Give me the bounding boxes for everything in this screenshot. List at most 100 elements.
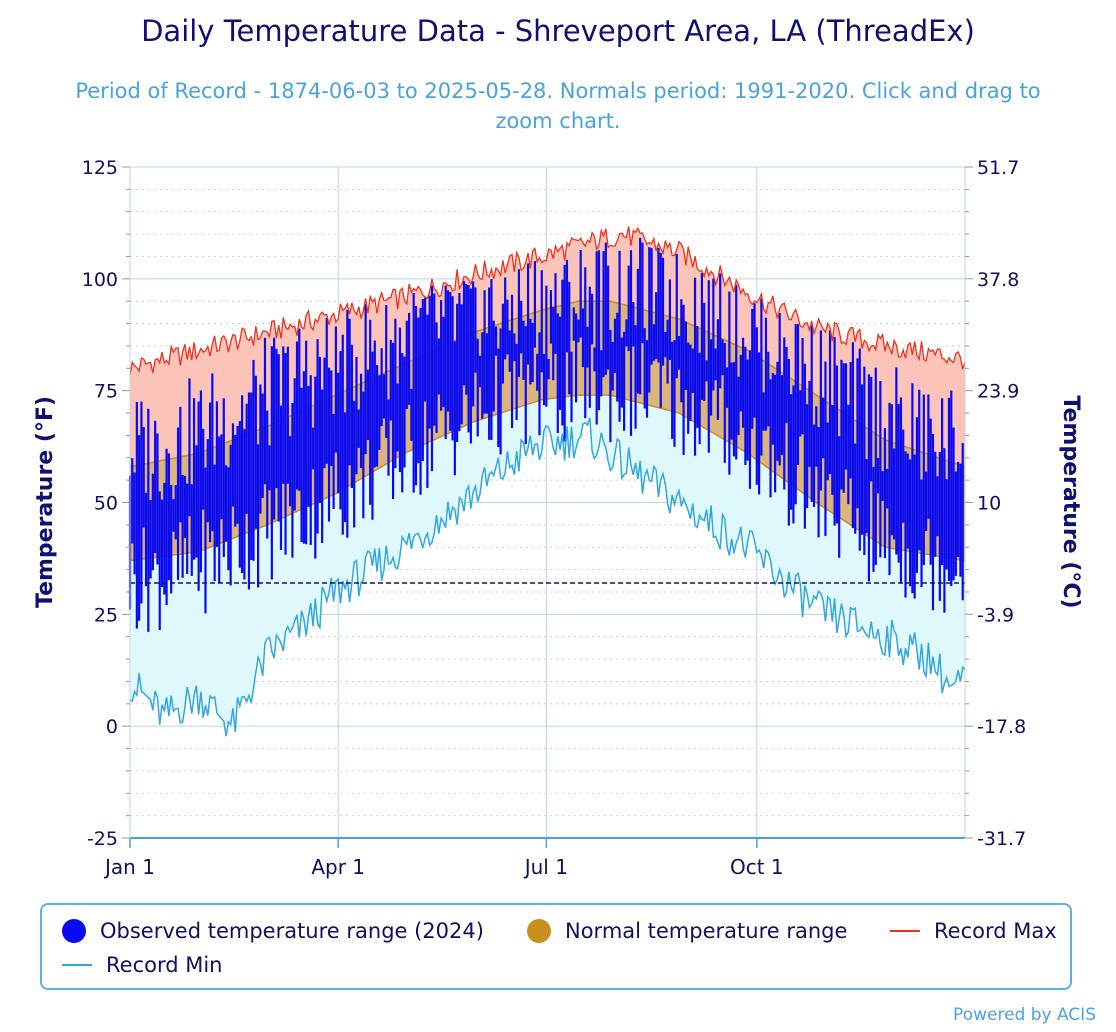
observed-bar: [277, 354, 280, 522]
observed-bar: [218, 436, 221, 584]
observed-bar: [803, 363, 806, 529]
observed-bar: [263, 337, 267, 485]
observed-bar: [751, 308, 754, 429]
observed-bar: [723, 343, 726, 463]
observed-bar: [478, 355, 482, 388]
observed-bar: [131, 458, 134, 544]
observed-bar: [865, 459, 868, 534]
observed-bar: [529, 318, 532, 385]
observed-bar: [892, 448, 896, 540]
observed-bar: [801, 337, 804, 435]
observed-bar: [931, 433, 935, 611]
observed-bar: [138, 435, 141, 621]
observed-bar: [501, 303, 504, 384]
legend-item-normal[interactable]: Normal temperature range: [527, 919, 847, 943]
y-tick-label-left: 0: [106, 716, 118, 738]
observed-bar: [307, 385, 310, 507]
observed-bar: [467, 284, 470, 433]
observed-bar: [758, 352, 761, 495]
credits-link[interactable]: Powered by ACIS: [953, 1005, 1096, 1025]
observed-bar: [876, 457, 880, 494]
observed-bar: [693, 277, 697, 456]
observed-bar: [645, 340, 649, 418]
observed-bar: [490, 279, 493, 440]
observed-bar: [211, 373, 214, 532]
observed-bar: [149, 500, 152, 579]
observed-bar: [440, 300, 443, 411]
observed-bar: [538, 332, 541, 436]
observed-bar: [851, 342, 855, 529]
observed-bar: [579, 249, 582, 338]
observed-bar: [414, 305, 418, 486]
observed-bar: [522, 320, 525, 380]
observed-bar: [462, 281, 466, 386]
observed-bar: [957, 461, 960, 557]
observed-bar: [396, 383, 399, 452]
observed-bar: [240, 395, 244, 573]
observed-bar: [716, 319, 720, 420]
observed-bar: [147, 408, 150, 632]
observed-bar: [568, 281, 571, 395]
observed-bar: [796, 323, 800, 465]
observed-bar: [634, 325, 637, 429]
observed-bar: [657, 247, 660, 363]
observed-bar: [831, 405, 834, 495]
observed-bar: [215, 401, 219, 547]
observed-bar: [366, 369, 370, 441]
observed-bar: [826, 422, 829, 481]
observed-bar: [405, 320, 408, 409]
observed-bar: [346, 309, 349, 538]
observed-bar: [860, 384, 864, 535]
observed-bar: [938, 451, 941, 601]
observed-bar: [359, 373, 363, 468]
observed-bar: [453, 341, 456, 476]
observed-bar: [135, 401, 138, 629]
chart-title: Daily Temperature Data - Shreveport Area…: [141, 14, 975, 48]
observed-bar: [176, 427, 180, 580]
observed-bar: [671, 341, 674, 439]
observed-bar: [941, 398, 944, 566]
observed-bar: [394, 318, 397, 469]
observed-bar: [888, 402, 891, 576]
observed-bar: [167, 453, 170, 581]
y-tick-label-right: -17.8: [977, 716, 1026, 738]
observed-bar: [945, 479, 948, 570]
observed-bar: [497, 348, 500, 448]
observed-bar: [348, 318, 351, 466]
observed-bar: [703, 302, 706, 401]
observed-bar: [838, 436, 841, 558]
legend-item-observed[interactable]: Observed temperature range (2024): [62, 919, 484, 943]
observed-bar: [208, 402, 212, 543]
observed-bar: [273, 337, 276, 520]
observed-bar: [639, 237, 642, 395]
observed-bar: [289, 436, 292, 507]
observed-bar: [618, 250, 621, 422]
observed-bar: [902, 429, 905, 523]
observed-bar: [572, 307, 575, 341]
chart-canvas[interactable]: 125 100 75 50 25 0 -25 51.7 37.8 23.9 10 -3.9 -17.8 -…: [0, 0, 1116, 900]
observed-bar: [369, 319, 372, 505]
y-tick-label-left: 75: [94, 381, 118, 403]
legend-item-record-max[interactable]: Record Max: [890, 919, 1057, 943]
observed-bar: [382, 374, 386, 419]
observed-bar: [915, 417, 919, 573]
observed-bar: [485, 333, 488, 414]
observed-bar: [558, 316, 562, 410]
observed-bar: [410, 388, 413, 441]
observed-bar: [229, 444, 232, 586]
observed-bar: [266, 410, 269, 539]
observed-bar: [536, 353, 539, 391]
observed-bar: [732, 362, 736, 457]
observed-bar: [474, 287, 477, 373]
legend-item-record-min[interactable]: Record Min: [62, 953, 223, 977]
y-tick-label-left: 25: [94, 604, 118, 626]
observed-bar: [293, 378, 296, 511]
observed-bar: [327, 367, 331, 522]
legend: Observed temperature range (2024) Normal…: [40, 903, 1072, 990]
observed-bar: [499, 328, 502, 455]
y-tick-label-right: 23.9: [977, 381, 1019, 403]
observed-bar: [323, 357, 326, 469]
observed-bar: [593, 347, 596, 372]
observed-bar: [437, 338, 440, 395]
observed-bar: [508, 330, 511, 372]
